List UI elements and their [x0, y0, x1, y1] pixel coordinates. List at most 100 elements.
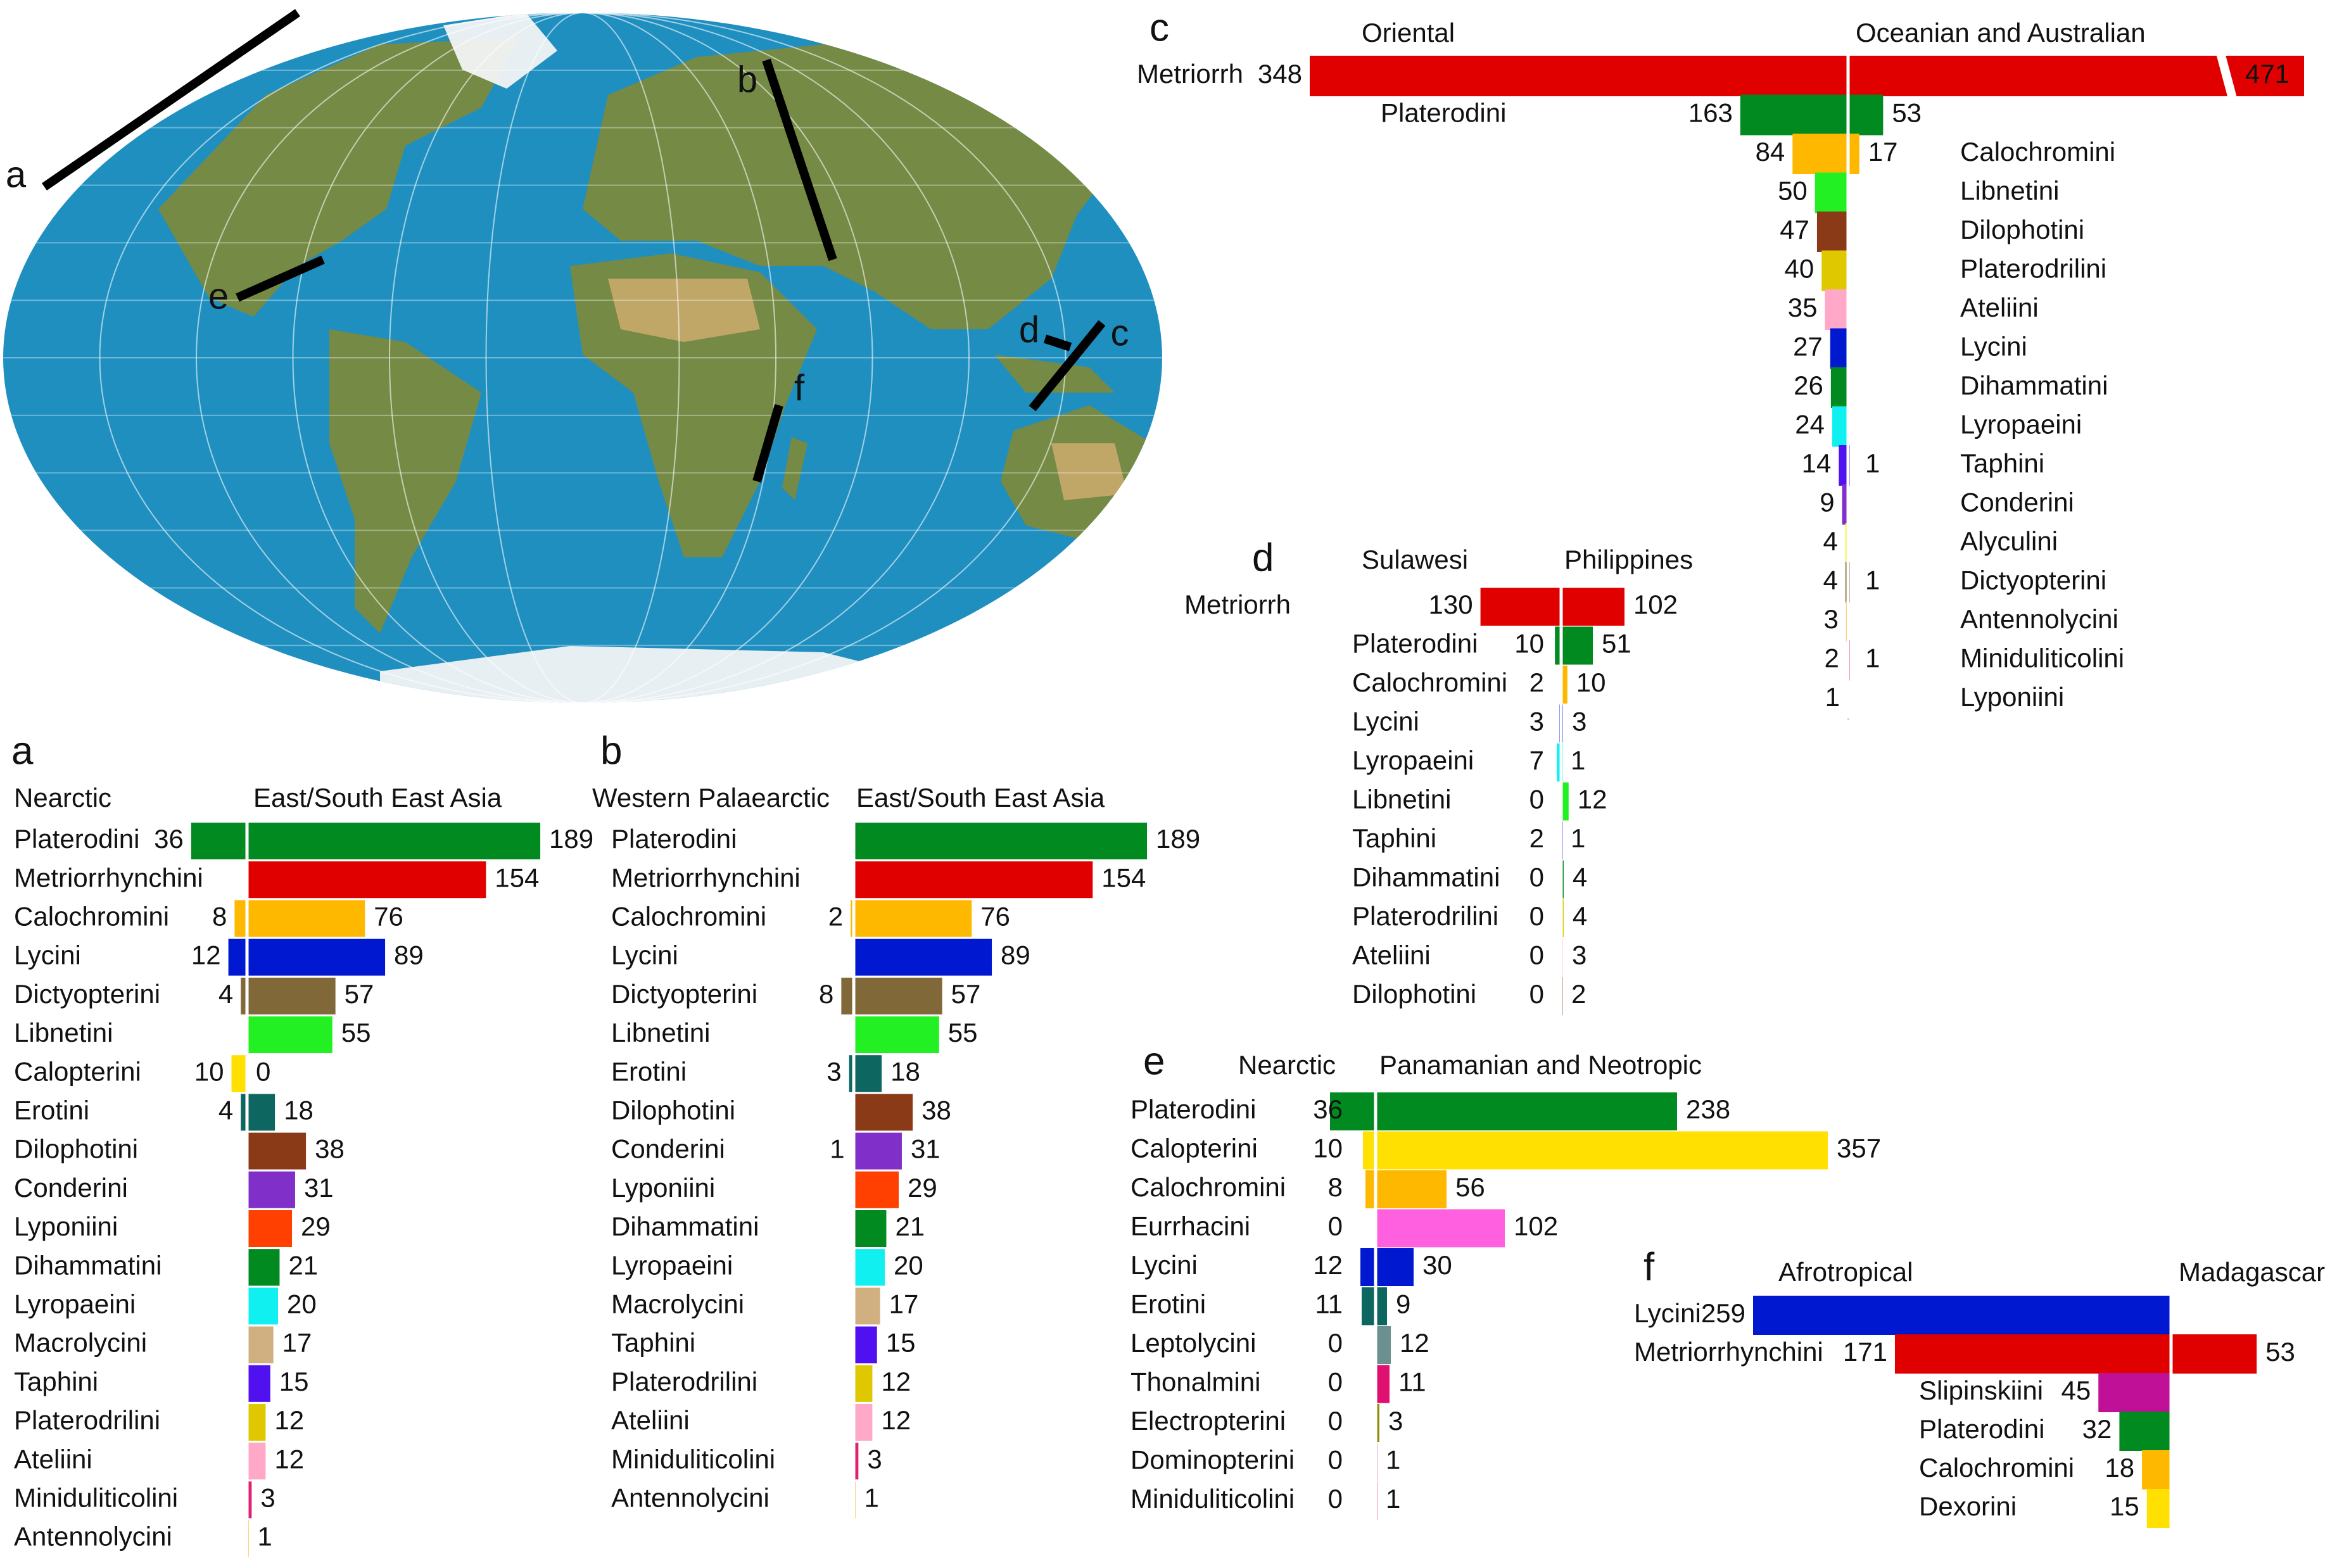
row-label-b-13: Taphini [611, 1328, 695, 1358]
world-map: a b c d e f [3, 9, 1162, 703]
value-right-b-16: 3 [867, 1444, 882, 1474]
value-left-e-10: 0 [1328, 1484, 1343, 1514]
value-right-a-10: 29 [301, 1211, 331, 1241]
value-right-d-7: 4 [1573, 863, 1587, 892]
bar-right-a-10 [247, 1210, 293, 1247]
value-left-f-5: 15 [2110, 1491, 2139, 1521]
row-label-c-10: Taphini [1960, 448, 2044, 478]
value-right-d-10: 2 [1571, 979, 1586, 1009]
value-right-e-2: 56 [1455, 1172, 1485, 1202]
bar-left-a-4 [241, 977, 247, 1015]
australia-desert [1051, 443, 1127, 500]
bar-right-b-15 [854, 1404, 873, 1441]
panel-letter-b: b [600, 729, 622, 773]
value-right-e-9: 1 [1386, 1445, 1400, 1475]
bar-left-e-5 [1362, 1287, 1376, 1325]
bar-right-e-6 [1376, 1326, 1391, 1364]
value-left-e-5: 11 [1315, 1289, 1343, 1319]
value-right-b-15: 12 [881, 1405, 911, 1435]
row-label-a-3: Lycini [14, 940, 81, 970]
value-left-b-6: 3 [826, 1056, 841, 1086]
row-label-e-1: Calopterini [1130, 1134, 1258, 1163]
row-label-c-6: Ateliini [1960, 293, 2039, 322]
panel-letter-a: a [11, 729, 34, 773]
row-label-b-0: Platerodini [611, 824, 737, 854]
value-left-b-4: 8 [819, 979, 833, 1009]
value-left-c-3: 50 [1778, 176, 1808, 206]
value-left-a-0: 36 [154, 824, 184, 854]
value-right-c-15: 1 [1865, 643, 1880, 673]
value-left-e-6: 0 [1328, 1328, 1343, 1358]
value-left-b-8: 1 [830, 1134, 844, 1164]
value-right-d-8: 4 [1573, 901, 1587, 931]
row-label-c-16: Lyponiini [1960, 682, 2064, 712]
value-left-d-4: 7 [1530, 745, 1544, 775]
bar-left-c-3 [1814, 172, 1848, 213]
value-left-d-10: 0 [1530, 979, 1544, 1009]
row-label-a-11: Dihammatini [14, 1250, 162, 1280]
value-left-f-3: 32 [2082, 1414, 2112, 1444]
row-label-a-16: Ateliini [14, 1444, 92, 1474]
row-label-c-11: Conderini [1960, 488, 2074, 517]
value-right-f-1: 53 [2265, 1337, 2295, 1367]
row-label-b-17: Antennolycini [611, 1483, 770, 1512]
bar-right-e-1 [1376, 1131, 1828, 1170]
value-right-b-0: 189 [1156, 824, 1200, 854]
value-left-a-4: 4 [218, 979, 233, 1009]
transect-line-d [1043, 334, 1072, 351]
row-label-c-0: Metriorrh [1137, 59, 1243, 89]
row-label-f-2: Slipinskiini [1919, 1375, 2043, 1405]
row-label-e-8: Electropterini [1130, 1406, 1286, 1436]
value-right-b-6: 18 [890, 1056, 920, 1086]
value-left-c-10: 14 [1802, 448, 1832, 478]
row-label-c-5: Platerodrilini [1960, 254, 2106, 284]
row-label-b-7: Dilophotini [611, 1095, 735, 1125]
value-right-d-3: 3 [1572, 707, 1586, 737]
bar-left-c-5 [1821, 250, 1848, 291]
bar-left-a-7 [241, 1094, 247, 1131]
value-left-c-8: 26 [1794, 370, 1823, 400]
value-right-b-1: 154 [1101, 863, 1146, 892]
row-label-b-16: Miniduliticolini [611, 1444, 775, 1474]
bar-right-e-2 [1376, 1170, 1447, 1208]
value-left-a-6: 10 [194, 1056, 224, 1086]
value-left-f-0: 259 [1701, 1298, 1745, 1328]
row-label-d-2: Calochromini [1352, 667, 1507, 697]
bar-right-a-14 [247, 1365, 270, 1402]
row-label-c-2: Calochromini [1960, 137, 2115, 167]
value-right-c-13: 1 [1865, 566, 1880, 595]
bar-right-a-16 [247, 1443, 266, 1480]
value-right-a-6: 0 [256, 1056, 270, 1086]
bar-left-d-4 [1557, 743, 1561, 781]
bar-left-f-2 [2098, 1373, 2171, 1412]
row-label-f-3: Platerodini [1919, 1414, 2044, 1444]
value-left-c-11: 9 [1820, 488, 1834, 517]
value-right-a-12: 20 [287, 1289, 317, 1318]
bar-right-d-1 [1561, 626, 1593, 665]
bar-left-c-1 [1740, 94, 1848, 136]
bar-left-e-0 [1330, 1092, 1376, 1130]
bar-right-a-3 [247, 939, 386, 976]
bar-left-e-2 [1365, 1170, 1376, 1208]
value-left-e-1: 10 [1313, 1134, 1343, 1163]
value-left-e-9: 0 [1328, 1445, 1343, 1475]
graticule [3, 13, 1162, 703]
value-right-a-18: 1 [257, 1522, 272, 1552]
bar-right-b-12 [854, 1287, 880, 1325]
bar-right-c-2 [1848, 134, 1859, 174]
row-label-a-1: Metriorrhynchini [14, 863, 203, 892]
bar-right-a-4 [247, 977, 336, 1015]
row-label-a-8: Dilophotini [14, 1134, 138, 1164]
bar-right-b-14 [854, 1365, 873, 1402]
row-label-a-6: Calopterini [14, 1056, 141, 1086]
transect-line-c [1029, 320, 1106, 412]
transect-line-a [42, 9, 300, 191]
value-right-b-8: 31 [911, 1134, 940, 1164]
value-left-c-15: 2 [1825, 643, 1839, 673]
bar-right-b-3 [854, 939, 992, 976]
row-label-a-12: Lyropaeini [14, 1289, 136, 1318]
row-label-b-3: Lycini [611, 940, 678, 970]
value-right-a-13: 17 [282, 1328, 312, 1358]
value-right-b-4: 57 [951, 979, 981, 1009]
bar-right-e-7 [1376, 1365, 1390, 1403]
